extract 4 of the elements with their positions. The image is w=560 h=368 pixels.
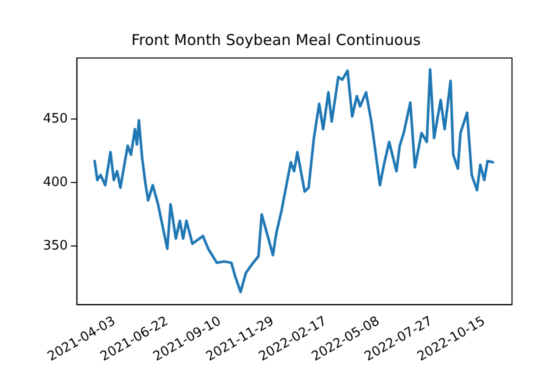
y-tick-label: 350 [42,238,68,254]
y-tick-label: 400 [42,175,68,190]
chart-title: Front Month Soybean Meal Continuous [131,30,421,49]
y-tick-label: 450 [42,111,68,126]
